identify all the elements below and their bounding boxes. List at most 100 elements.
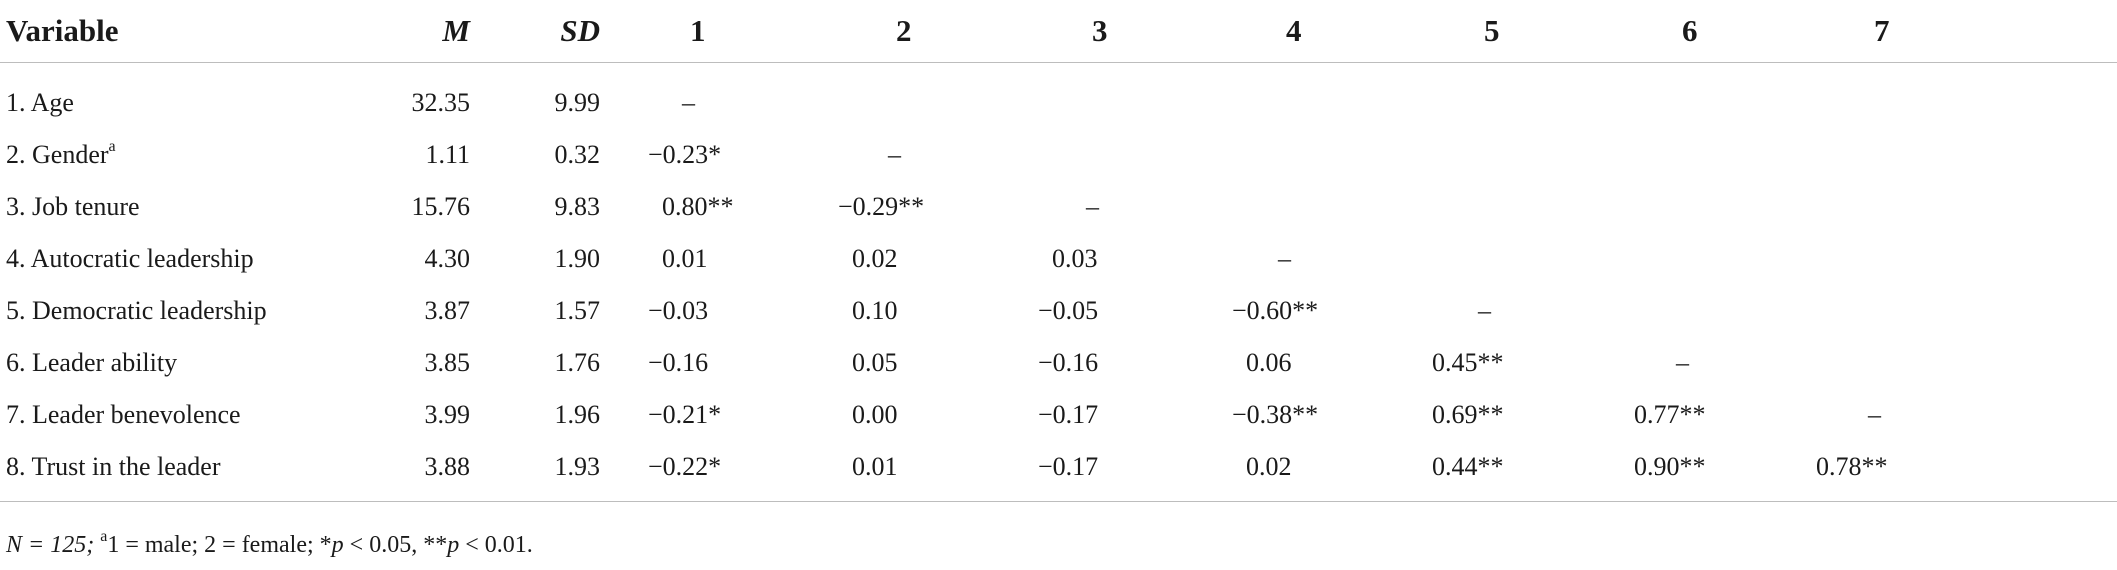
cell-corr-4 (1198, 63, 1392, 130)
cell-corr-1: −0.21* (648, 400, 722, 429)
cell-corr-2: 0.00 (852, 400, 898, 429)
cell-corr-5 (1392, 63, 1592, 130)
variable-label: 4. Autocratic leadership (6, 244, 254, 273)
cell-corr-3 (1008, 129, 1198, 181)
cell-variable: 6. Leader ability (0, 337, 380, 389)
variable-label: 8. Trust in the leader (6, 452, 221, 481)
cell-corr-2: 0.01 (824, 441, 1008, 502)
cell-sd: 1.93 (480, 441, 644, 502)
cell-corr-3: – (1086, 192, 1099, 221)
table-footnote: N = 125; a1 = male; 2 = female; *p < 0.0… (6, 529, 533, 559)
correlation-table: Variable M SD 1 2 3 4 5 6 7 1. Age 32.35 9… (0, 0, 2117, 502)
variable-label: 3. Job tenure (6, 192, 140, 221)
cell-corr-3: −0.17 (1038, 400, 1099, 429)
header-sd: SD (480, 0, 644, 63)
variable-superscript: a (108, 138, 116, 156)
cell-sd: 1.90 (554, 244, 601, 273)
cell-corr-7: 0.78** (1782, 441, 2117, 502)
cell-corr-1: −0.23* (648, 140, 722, 169)
cell-variable: 4. Autocratic leadership (0, 233, 380, 285)
cell-variable: 5. Democratic leadership (0, 285, 380, 337)
cell-corr-6 (1592, 63, 1782, 130)
cell-corr-1: – (682, 88, 695, 117)
cell-variable: 7. Leader benevolence (0, 389, 380, 441)
cell-sd: 9.99 (554, 88, 601, 117)
table-row: 7. Leader benevolence 3.99 1.96 −0.21* 0.00 −… (0, 389, 2117, 441)
cell-corr-4: 0.06 (1246, 348, 1292, 377)
header-col-6: 6 (1592, 0, 1782, 63)
header-row: Variable M SD 1 2 3 4 5 6 7 (0, 0, 2117, 63)
cell-sd: 9.83 (554, 192, 601, 221)
cell-corr-1: 0.01 (662, 244, 708, 273)
cell-corr-1: −0.22* (644, 441, 824, 502)
cell-corr-6 (1592, 233, 1782, 285)
variable-label: 7. Leader benevolence (6, 400, 241, 429)
cell-mean: 15.76 (411, 192, 471, 221)
cell-corr-2: −0.29** (838, 192, 925, 221)
cell-corr-4 (1198, 129, 1392, 181)
cell-corr-2: 0.05 (852, 348, 898, 377)
cell-corr-6 (1592, 285, 1782, 337)
cell-corr-3: 0.03 (1052, 244, 1098, 273)
cell-corr-1: −0.03 (648, 296, 709, 325)
cell-corr-4: 0.02 (1198, 441, 1392, 502)
cell-corr-1: −0.16 (648, 348, 709, 377)
header-col-1: 1 (644, 0, 824, 63)
header-variable: Variable (0, 0, 380, 63)
cell-corr-6: 0.90** (1592, 441, 1782, 502)
header-col-3: 3 (1008, 0, 1198, 63)
footnote-superscript: a (100, 528, 108, 545)
table-row: 5. Democratic leadership 3.87 1.57 −0.03 0.1… (0, 285, 2117, 337)
cell-variable: 1. Age (0, 63, 380, 130)
cell-corr-4: – (1278, 244, 1291, 273)
cell-corr-2 (824, 63, 1008, 130)
cell-mean: 1.11 (425, 140, 470, 169)
table-row: 4. Autocratic leadership 4.30 1.90 0.01 0.02… (0, 233, 2117, 285)
table-row: 6. Leader ability 3.85 1.76 −0.16 0.05 −0.16 0… (0, 337, 2117, 389)
cell-corr-1: 0.80** (662, 192, 734, 221)
cell-mean: 3.87 (424, 296, 471, 325)
cell-corr-7 (1782, 285, 2117, 337)
variable-label: 1. Age (6, 88, 74, 117)
footnote-n: N = 125; (6, 532, 95, 558)
cell-corr-2: – (888, 140, 901, 169)
table-row: 1. Age 32.35 9.99 – (0, 63, 2117, 130)
cell-sd: 0.32 (554, 140, 601, 169)
variable-label: 2. Gender (6, 140, 109, 169)
table-row: 2. Gendera 1.11 0.32 −0.23* – (0, 129, 2117, 181)
cell-corr-7 (1782, 129, 2117, 181)
header-col-4: 4 (1198, 0, 1392, 63)
cell-mean: 4.30 (424, 244, 471, 273)
cell-corr-2: 0.02 (852, 244, 898, 273)
cell-variable: 2. Gendera (0, 129, 380, 181)
cell-corr-5: – (1478, 296, 1491, 325)
cell-sd: 1.57 (554, 296, 601, 325)
cell-corr-5: 0.69** (1432, 400, 1504, 429)
cell-corr-5 (1392, 233, 1592, 285)
footnote-p2: p (447, 532, 460, 558)
cell-corr-3 (1008, 63, 1198, 130)
cell-corr-7: – (1868, 400, 1881, 429)
variable-label: 5. Democratic leadership (6, 296, 267, 325)
cell-corr-7 (1782, 181, 2117, 233)
header-col-5: 5 (1392, 0, 1592, 63)
table-row: 8. Trust in the leader 3.88 1.93 −0.22* 0.01… (0, 441, 2117, 502)
cell-mean: 32.35 (411, 88, 471, 117)
cell-mean: 3.88 (380, 441, 480, 502)
header-col-7: 7 (1782, 0, 2117, 63)
cell-mean: 3.85 (424, 348, 471, 377)
cell-corr-6 (1592, 181, 1782, 233)
cell-corr-4 (1198, 181, 1392, 233)
cell-corr-3: −0.05 (1038, 296, 1099, 325)
cell-corr-7 (1782, 337, 2117, 389)
header-m: M (380, 0, 480, 63)
cell-corr-7 (1782, 63, 2117, 130)
cell-corr-2: 0.10 (852, 296, 898, 325)
cell-variable: 8. Trust in the leader (0, 441, 380, 502)
cell-corr-6 (1592, 129, 1782, 181)
variable-label: 6. Leader ability (6, 348, 178, 377)
cell-corr-3: −0.17 (1008, 441, 1198, 502)
cell-sd: 1.96 (554, 400, 601, 429)
footnote-end: < 0.01. (459, 532, 533, 558)
cell-corr-5 (1392, 181, 1592, 233)
